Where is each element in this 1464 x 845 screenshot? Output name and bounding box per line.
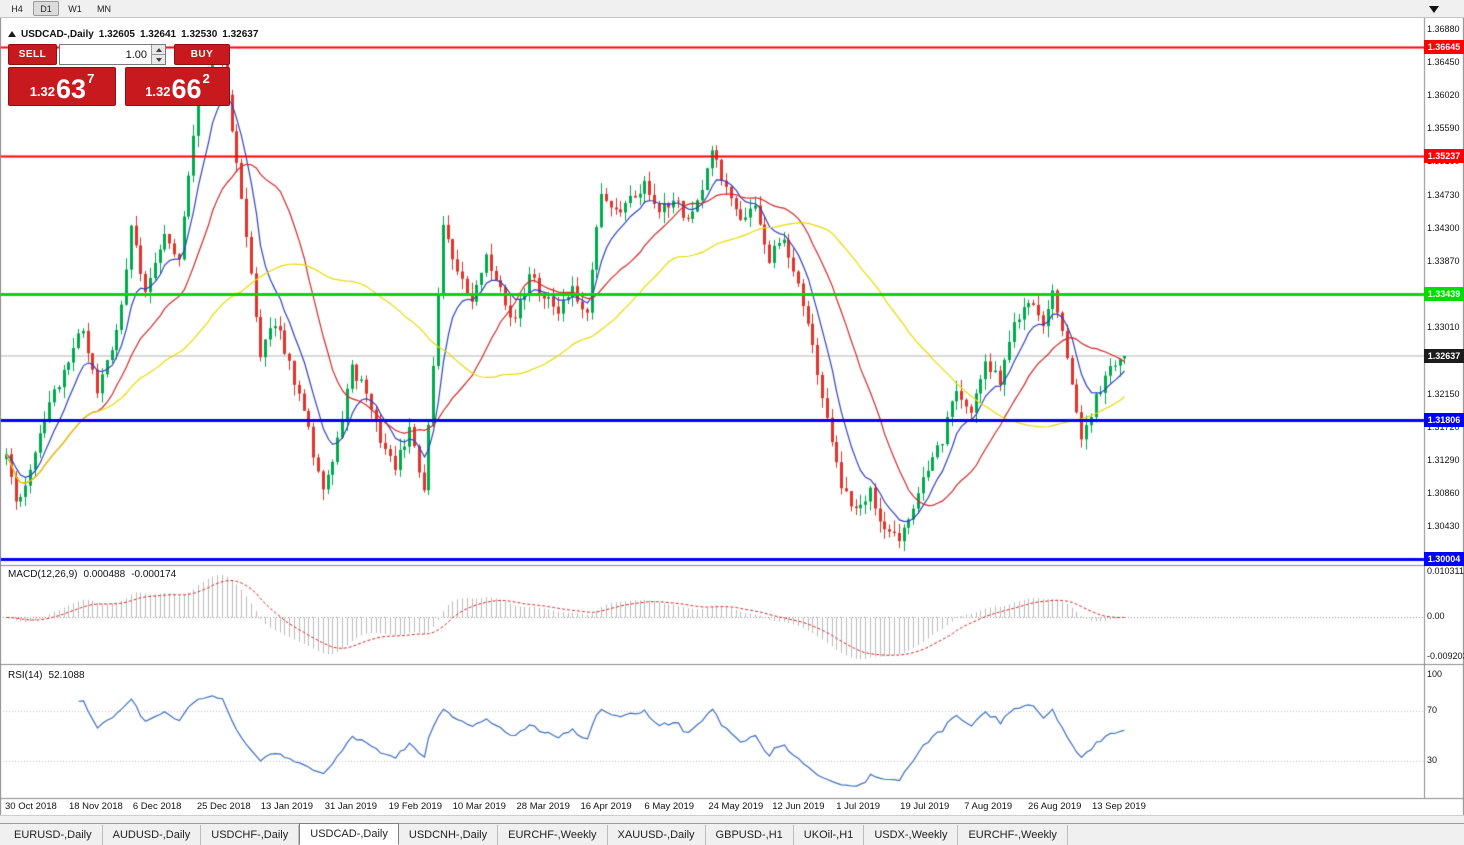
x-axis-date-label: 10 Mar 2019	[452, 801, 506, 812]
chart-ohlc-header: USDCAD-,Daily 1.32605 1.32641 1.32530 1.…	[8, 27, 258, 41]
buy-button[interactable]: BUY	[174, 44, 230, 65]
timeframe-toolbar: H4 D1 W1 MN	[0, 0, 1464, 18]
y-axis-price-label: 1.35590	[1427, 123, 1460, 134]
price-level-badge[interactable]: 1.33439	[1424, 287, 1464, 301]
rsi-value: 52.1088	[48, 670, 85, 681]
sell-price-prefix: 1.32	[29, 84, 56, 99]
buy-price-button[interactable]: 1.32 66 2	[125, 67, 230, 106]
x-axis-date-label: 24 May 2019	[708, 801, 764, 812]
x-axis-date-label: 16 Apr 2019	[580, 801, 632, 812]
rsi-indicator-label: RSI(14) 52.1088	[8, 670, 91, 681]
price-level-badge[interactable]: 1.31806	[1424, 413, 1464, 427]
x-axis-date-label: 28 Mar 2019	[516, 801, 570, 812]
ohlc-low-value: 1.32530	[181, 28, 218, 40]
y-axis-price-label: 1.34300	[1427, 222, 1460, 233]
macd-title: MACD(12,26,9)	[8, 569, 78, 580]
timeframe-button-d1[interactable]: D1	[33, 1, 59, 16]
y-axis-price-label: 1.36020	[1427, 90, 1460, 101]
x-axis-date-label: 31 Jan 2019	[324, 801, 377, 812]
tab-gbpusd-h1[interactable]: GBPUSD-,H1	[706, 825, 794, 845]
price-level-badge[interactable]: 1.36645	[1424, 40, 1464, 54]
buy-price-big: 66	[171, 74, 202, 104]
volume-decrease-icon[interactable]	[152, 54, 165, 64]
y-axis-price-label: 1.34730	[1427, 189, 1460, 200]
ohlc-close-value: 1.32637	[222, 28, 259, 40]
price-level-badge[interactable]: 1.30004	[1424, 552, 1464, 566]
timeframe-button-w1[interactable]: W1	[68, 3, 82, 14]
rsi-title: RSI(14)	[8, 670, 43, 681]
macd-scale-zero: 0.00	[1427, 611, 1445, 621]
ohlc-high-value: 1.32641	[139, 28, 177, 40]
macd-signal-value: -0.000174	[131, 569, 177, 580]
ohlc-open-value: 1.32605	[98, 28, 135, 40]
tab-usdcnh-daily[interactable]: USDCNH-,Daily	[399, 825, 499, 845]
x-axis-date-label: 30 Oct 2018	[5, 801, 57, 812]
one-click-panel-toggle-icon[interactable]	[8, 31, 16, 37]
macd-indicator-label: MACD(12,26,9) 0.000488 -0.000174	[8, 569, 182, 580]
current-price-badge: 1.32637	[1424, 349, 1464, 363]
y-axis-price-label: 1.30860	[1427, 487, 1460, 498]
x-axis-date-label: 7 Aug 2019	[964, 801, 1013, 812]
x-axis-date-label: 6 May 2019	[644, 801, 695, 812]
y-axis-price-label: 1.32150	[1427, 388, 1460, 399]
timeframe-button-group: H4 D1 W1 MN	[4, 1, 117, 16]
y-axis-price-label: 1.30430	[1427, 521, 1460, 532]
price-level-badge[interactable]: 1.35237	[1424, 149, 1464, 163]
y-axis-price-label: 1.31290	[1427, 454, 1460, 465]
rsi-scale-30: 30	[1427, 755, 1438, 765]
sell-button[interactable]: SELL	[8, 44, 57, 65]
x-axis-date-label: 26 Aug 2019	[1028, 801, 1082, 812]
volume-increase-icon[interactable]	[152, 45, 165, 54]
x-axis-date-label: 18 Nov 2018	[68, 801, 123, 812]
x-axis-date-label: 19 Feb 2019	[388, 801, 442, 812]
timeframe-button-h4[interactable]: H4	[11, 3, 23, 14]
macd-main-value: 0.000488	[83, 569, 126, 580]
macd-scale-top: 0.010311	[1427, 566, 1464, 576]
sell-price-big: 63	[56, 74, 87, 104]
tab-eurusd-daily[interactable]: EURUSD-,Daily	[4, 825, 103, 845]
x-axis-date-label: 12 Jun 2019	[772, 801, 825, 812]
tab-usdx-weekly[interactable]: USDX-,Weekly	[864, 825, 959, 845]
x-axis-date-label: 6 Dec 2018	[132, 801, 182, 812]
y-axis-price-label: 1.36880	[1427, 23, 1460, 34]
chart-symbol-label: USDCAD-,Daily	[21, 28, 94, 40]
volume-input[interactable]: 1.00	[59, 44, 166, 65]
x-axis-date-label: 1 Jul 2019	[836, 801, 881, 812]
buy-price-prefix: 1.32	[145, 84, 171, 99]
chart-tab-bar: EURUSD-,Daily AUDUSD-,Daily USDCHF-,Daily U…	[0, 823, 1464, 845]
y-axis-price-label: 1.33010	[1427, 322, 1460, 333]
y-axis-price-label: 1.36450	[1427, 57, 1460, 68]
tab-eurchf-weekly-2[interactable]: EURCHF-,Weekly	[958, 825, 1068, 845]
buy-price-pip: 2	[202, 71, 210, 86]
one-click-trade-panel: SELL 1.00 BUY 1.32 63 7 1.32 66 2	[8, 44, 230, 106]
y-axis-price-label: 1.33870	[1427, 255, 1460, 266]
sell-price-button[interactable]: 1.32 63 7	[8, 67, 116, 106]
macd-scale-bottom: -0.0092030	[1427, 651, 1464, 661]
timeframe-button-mn[interactable]: MN	[97, 3, 111, 14]
x-axis-date-label: 13 Sep 2019	[1091, 801, 1146, 812]
x-axis-date-label: 25 Dec 2018	[196, 801, 251, 812]
horizontal-scrollbar[interactable]	[0, 815, 1464, 823]
tab-ukoil-h1[interactable]: UKOil-,H1	[794, 825, 865, 845]
chart-menu-icon[interactable]	[1429, 6, 1439, 13]
tab-usdchf-daily[interactable]: USDCHF-,Daily	[201, 825, 300, 845]
rsi-scale-70: 70	[1427, 705, 1438, 715]
tab-usdcad-daily[interactable]: USDCAD-,Daily	[299, 823, 399, 845]
rsi-scale-100: 100	[1427, 669, 1443, 679]
tab-eurchf-weekly[interactable]: EURCHF-,Weekly	[498, 825, 608, 845]
volume-value: 1.00	[125, 48, 147, 61]
sell-price-pip: 7	[87, 71, 95, 86]
volume-spinner	[151, 45, 165, 64]
x-axis-date-label: 13 Jan 2019	[260, 801, 314, 812]
x-axis-date-label: 19 Jul 2019	[900, 801, 950, 812]
tab-xauusd-daily[interactable]: XAUUSD-,Daily	[608, 825, 706, 845]
tab-audusd-daily[interactable]: AUDUSD-,Daily	[103, 825, 202, 845]
